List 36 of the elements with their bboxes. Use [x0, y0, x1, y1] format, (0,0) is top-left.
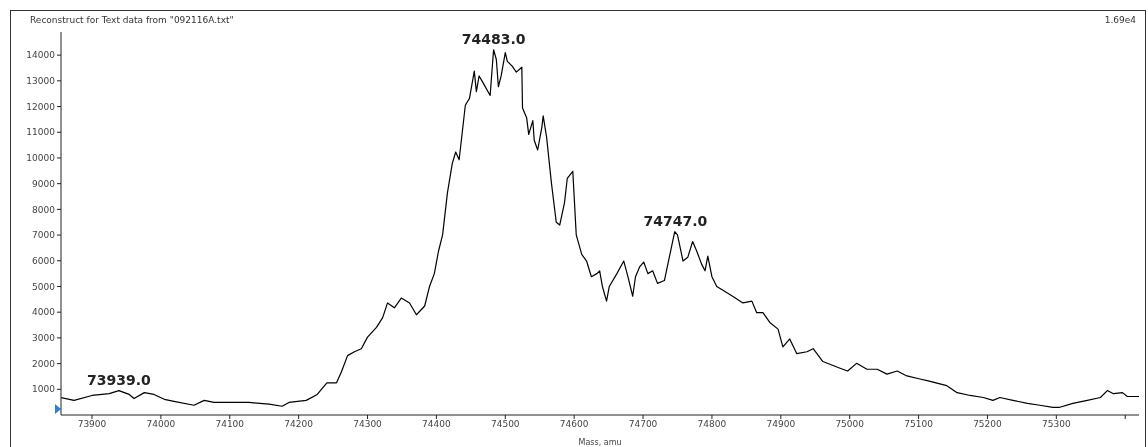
x-tick-label: 74600 — [559, 419, 589, 430]
y-tick-label: 1000 — [32, 384, 56, 395]
x-tick-label: 74800 — [697, 419, 727, 430]
y-tick-label: 5000 — [32, 281, 56, 292]
x-tick-label: 75100 — [904, 419, 934, 430]
x-tick-label: 74500 — [490, 419, 520, 430]
y-tick-label: 11000 — [26, 127, 56, 138]
text: 1.69e4 — [1104, 15, 1136, 25]
y-tick-label: 10000 — [26, 153, 56, 164]
y-tick-label: 4000 — [32, 307, 56, 318]
x-tick-label: 75200 — [973, 419, 1003, 430]
line-series — [61, 49, 1139, 408]
annotation: 73939.0 — [86, 371, 151, 388]
x-tick-label: 73900 — [77, 419, 107, 430]
y-tick-label: 13000 — [26, 76, 56, 87]
x-axis-title: Mass, amu — [578, 438, 622, 447]
x-tick-label: 74300 — [353, 419, 383, 430]
x-tick-label: 74100 — [215, 419, 245, 430]
annotation: 74483.0 — [461, 30, 526, 47]
y-tick-label: 12000 — [26, 101, 56, 112]
y-tick-label: 14000 — [26, 50, 56, 61]
x-tick-label: 74900 — [766, 419, 796, 430]
x-tick-label: 74700 — [628, 419, 658, 430]
x-tick-label: 74000 — [146, 419, 176, 430]
y-tick-label: 2000 — [32, 358, 56, 369]
y-tick-label: 7000 — [32, 230, 56, 241]
y-tick-label: 6000 — [32, 255, 56, 266]
x-tick-label: 75000 — [835, 419, 865, 430]
y-tick-label: 3000 — [32, 333, 56, 344]
x-tick-label: 74400 — [422, 419, 451, 430]
x-tick-label: 75300 — [1042, 419, 1071, 430]
y-tick-label: 8000 — [32, 204, 56, 215]
x-tick-label: 74200 — [284, 419, 314, 430]
y-tick-label: 9000 — [32, 178, 56, 189]
chart-title: Reconstruct for Text data from "092116A.txt" — [30, 15, 234, 25]
annotation: 74747.0 — [643, 212, 708, 229]
